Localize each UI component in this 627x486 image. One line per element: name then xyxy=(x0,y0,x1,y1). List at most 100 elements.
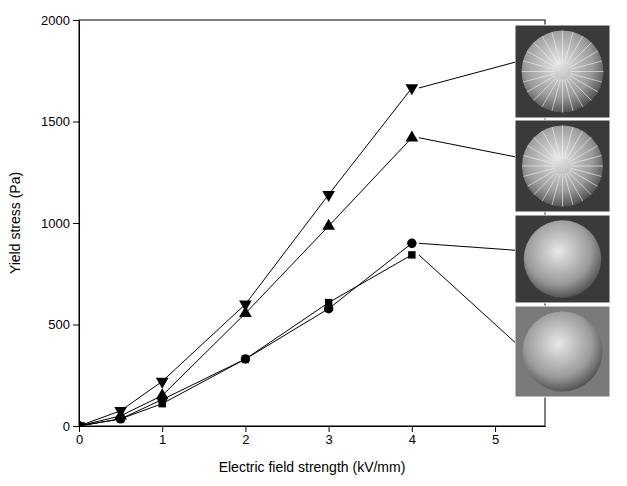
sem-texture xyxy=(571,71,604,72)
x-tick-mark xyxy=(495,426,496,432)
series-marker xyxy=(159,400,166,407)
plot: 0 1 2 3 4 5 0 500 1000 1500 2000 xyxy=(41,13,545,448)
sem-texture xyxy=(523,156,554,164)
series-line xyxy=(79,138,412,426)
sem-texture xyxy=(570,76,598,92)
x-tick-label: 1 xyxy=(159,432,166,447)
series-line xyxy=(79,255,412,426)
sem-particle xyxy=(524,220,601,297)
sem-texture xyxy=(568,172,591,195)
sem-image-frame xyxy=(515,25,610,118)
series-marker xyxy=(79,422,83,426)
series-marker xyxy=(325,299,332,306)
x-tick: 5 xyxy=(492,426,499,447)
sem-texture xyxy=(522,166,554,167)
sem-texture xyxy=(552,174,560,205)
x-axis-title: Electric field strength (kV/mm) xyxy=(219,459,406,475)
y-tick-label: 1500 xyxy=(41,114,70,129)
sem-texture xyxy=(571,166,603,167)
plot-frame xyxy=(79,20,545,426)
sem-texture xyxy=(523,74,555,82)
y-tick-label: 2000 xyxy=(41,13,70,28)
y-tick-mark xyxy=(73,426,79,427)
x-tick-label: 2 xyxy=(242,432,249,447)
sem-image xyxy=(515,25,610,118)
series-marker xyxy=(242,355,249,362)
y-tick: 0 xyxy=(63,419,79,434)
sem-texture xyxy=(534,77,557,100)
x-axis-line xyxy=(80,426,546,427)
chart: 0 1 2 3 4 5 0 500 1000 1500 2000 Electric field str… xyxy=(0,0,627,486)
y-tick-mark xyxy=(73,325,79,326)
sem-texture xyxy=(527,51,555,67)
sem-texture xyxy=(568,43,591,66)
x-tick-label: 0 xyxy=(76,432,83,447)
sem-particle xyxy=(522,31,604,113)
sem-texture xyxy=(552,32,560,64)
y-tick-mark xyxy=(73,223,79,224)
x-tick-label: 3 xyxy=(326,432,333,447)
sem-texture xyxy=(568,137,591,160)
y-tick: 1000 xyxy=(41,216,79,231)
sem-texture xyxy=(570,51,598,67)
y-tick-label: 500 xyxy=(48,317,70,332)
sem-texture xyxy=(565,32,573,64)
y-tick: 1500 xyxy=(41,114,79,129)
sem-particle xyxy=(522,126,603,207)
sem-image xyxy=(515,120,610,212)
sem-texture xyxy=(522,71,555,72)
sem-texture xyxy=(565,127,573,158)
series-marker xyxy=(117,415,124,422)
x-tick-mark xyxy=(79,426,80,432)
sem-texture xyxy=(570,156,601,164)
sem-texture xyxy=(523,168,554,176)
sem-texture xyxy=(527,76,555,92)
y-axis-title: Yield stress (Pa) xyxy=(7,172,23,274)
sem-texture xyxy=(542,173,558,201)
sem-image-frame xyxy=(515,215,610,303)
x-tick-mark xyxy=(162,426,163,432)
series-marker xyxy=(241,354,250,363)
sem-texture xyxy=(565,79,573,111)
sem-texture xyxy=(567,131,583,159)
y-tick-label: 0 xyxy=(63,419,70,434)
sem-texture xyxy=(562,31,563,64)
leader-line xyxy=(419,243,515,250)
y-tick-mark xyxy=(73,122,79,123)
sem-texture xyxy=(567,173,583,201)
sem-particle xyxy=(522,311,602,391)
sem-texture xyxy=(562,126,563,158)
insets xyxy=(419,25,610,397)
sem-texture xyxy=(570,61,602,69)
series-marker xyxy=(239,306,252,317)
sem-texture xyxy=(534,172,557,195)
leader-line xyxy=(419,255,515,343)
sem-texture xyxy=(552,79,560,111)
y-tick: 500 xyxy=(48,317,79,332)
marks xyxy=(79,84,418,426)
series-line xyxy=(79,243,412,426)
sem-texture xyxy=(567,36,583,64)
sem-image xyxy=(515,306,610,397)
sem-texture xyxy=(568,77,591,100)
series-marker xyxy=(406,84,419,95)
sem-image xyxy=(515,215,610,303)
x-tick-mark xyxy=(412,426,413,432)
x-tick: 3 xyxy=(326,426,333,447)
series-marker xyxy=(322,219,335,230)
sem-texture xyxy=(534,43,557,66)
y-tick: 2000 xyxy=(41,13,79,28)
sem-texture xyxy=(527,146,555,162)
sem-image-frame xyxy=(515,120,610,212)
series-marker xyxy=(406,130,419,141)
sem-texture xyxy=(562,80,563,113)
y-tick-label: 1000 xyxy=(41,216,70,231)
y-axis-line xyxy=(79,21,80,427)
leader-line xyxy=(419,62,515,88)
series-marker xyxy=(408,251,415,258)
x-tick-label: 5 xyxy=(492,432,499,447)
x-tick-mark xyxy=(329,426,330,432)
x-tick-label: 4 xyxy=(409,432,416,447)
sem-texture xyxy=(570,74,602,82)
series-marker xyxy=(407,239,416,248)
